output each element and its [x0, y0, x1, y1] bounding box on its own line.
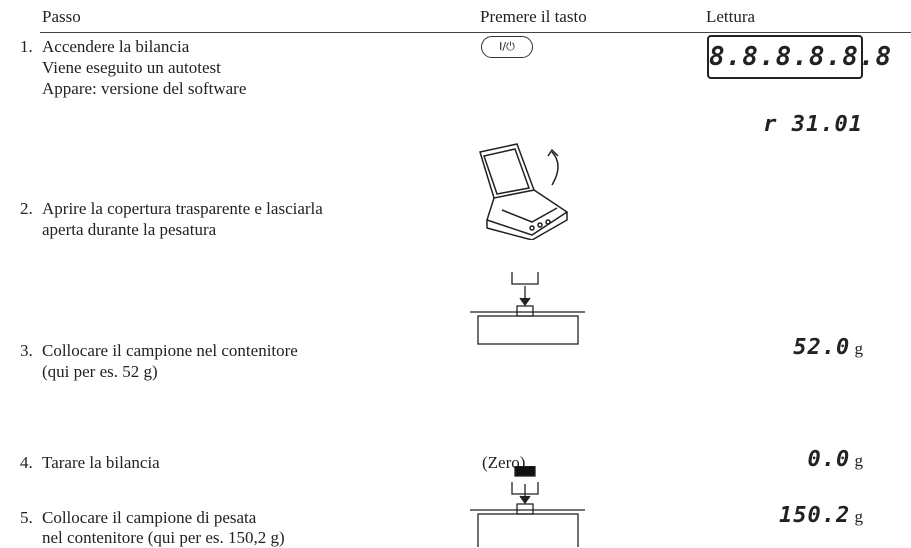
reading-unit: g: [854, 507, 864, 526]
header-rule: [40, 32, 911, 33]
step-text: Aprire la copertura trasparente e lascia…: [42, 199, 323, 218]
software-version: r 31.01: [763, 112, 863, 137]
step-text: Accendere la bilancia: [42, 37, 190, 56]
reading-unit: g: [854, 339, 864, 358]
step-number: 1.: [20, 37, 33, 56]
container-diagram: [470, 466, 585, 547]
step-text: (qui per es. 52 g): [42, 362, 158, 381]
power-key: I/⏻: [481, 36, 533, 58]
step-text: Viene eseguito un autotest: [42, 58, 221, 77]
reading-unit: g: [854, 451, 864, 470]
step-number: 4.: [20, 453, 33, 472]
step-number: 2.: [20, 199, 33, 218]
balance-illustration: [479, 143, 569, 240]
container-diagram: [470, 272, 585, 345]
step-text: Appare: versione del software: [42, 79, 247, 98]
reading: 150.2 g: [779, 503, 863, 528]
step-number: 3.: [20, 341, 33, 360]
step-text: Collocare il campione nel contenitore: [42, 341, 298, 360]
column-header: Premere il tasto: [480, 7, 587, 26]
reading-value: 150.2: [779, 503, 851, 528]
step-text: Collocare il campione di pesata: [42, 508, 257, 527]
step-text: nel contenitore (qui per es. 150,2 g): [42, 528, 285, 547]
step-text: Tarare la bilancia: [42, 453, 160, 472]
column-header: Lettura: [706, 7, 756, 26]
reading: 52.0 g: [793, 335, 863, 360]
reading-value: 52.0: [793, 335, 851, 360]
lcd-display: 8.8.8.8.8.8: [707, 35, 891, 79]
reading: 0.0 g: [808, 447, 864, 472]
reading-value: 0.0: [807, 447, 851, 472]
column-header: Passo: [42, 7, 81, 26]
step-text: aperta durante la pesatura: [42, 220, 217, 239]
step-number: 5.: [20, 508, 33, 527]
